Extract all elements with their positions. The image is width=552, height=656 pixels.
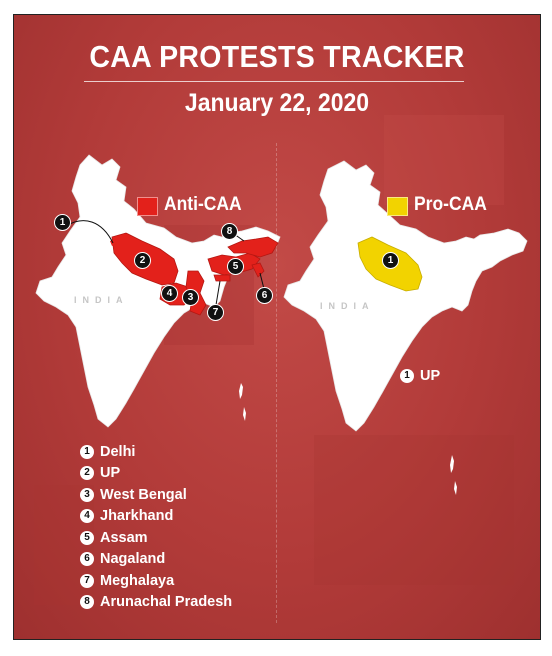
key-item: 8 Arunachal Pradesh xyxy=(80,592,232,614)
andaman-islands-right xyxy=(450,455,454,473)
leader-line-delhi xyxy=(65,220,114,244)
anti-caa-map xyxy=(35,154,281,428)
key-item: 3 West Bengal xyxy=(80,484,232,506)
key-label: Nagaland xyxy=(100,551,166,568)
key-number: 4 xyxy=(80,509,94,524)
leader-line-nagaland xyxy=(259,272,265,290)
key-label: West Bengal xyxy=(100,486,187,503)
infographic-frame: CAA PROTESTS TRACKER January 22, 2020 IN… xyxy=(13,14,541,640)
map-divider xyxy=(276,143,277,623)
pro-caa-note: 1 UP xyxy=(400,368,440,384)
pro-caa-legend-label: Pro-CAA xyxy=(414,194,487,215)
map-marker-west-bengal: 3 xyxy=(182,289,199,306)
anti-caa-legend-swatch xyxy=(137,197,158,216)
page-title: CAA PROTESTS TRACKER xyxy=(89,39,465,74)
map-marker-meghalaya: 7 xyxy=(207,304,224,321)
key-number: 5 xyxy=(80,530,94,545)
pro-caa-legend-swatch xyxy=(387,197,408,216)
india-land-right xyxy=(283,160,528,432)
key-item: 7 Meghalaya xyxy=(80,570,232,592)
meghalaya-region xyxy=(213,274,231,282)
pro-caa-note-number: 1 xyxy=(400,369,414,383)
key-item: 5 Assam xyxy=(80,527,232,549)
key-label: UP xyxy=(100,465,121,482)
anti-caa-legend-label: Anti-CAA xyxy=(164,194,242,215)
pro-caa-note-label: UP xyxy=(420,368,441,384)
anti-caa-key-list: 1 Delhi 2 UP 3 West Bengal 4 Jharkhand 5 Assa… xyxy=(80,441,232,613)
key-label: Meghalaya xyxy=(100,572,175,589)
key-number: 8 xyxy=(80,595,94,610)
key-label: Jharkhand xyxy=(100,508,174,525)
key-number: 6 xyxy=(80,552,94,567)
key-label: Assam xyxy=(100,529,148,546)
andaman-islands-right-2 xyxy=(454,481,457,495)
leader-line-meghalaya xyxy=(215,280,221,306)
india-land-left xyxy=(35,154,281,428)
key-number: 2 xyxy=(80,466,94,481)
key-item: 1 Delhi xyxy=(80,441,232,463)
page-date: January 22, 2020 xyxy=(184,89,370,117)
map-marker-delhi: 1 xyxy=(54,214,71,231)
andaman-islands-left-2 xyxy=(243,407,246,421)
key-number: 1 xyxy=(80,444,94,459)
key-label: Delhi xyxy=(100,443,136,460)
map-marker-assam: 5 xyxy=(227,258,244,275)
key-item: 4 Jharkhand xyxy=(80,506,232,528)
nagaland-region xyxy=(251,262,265,278)
key-number: 7 xyxy=(80,573,94,588)
map-marker-up: 2 xyxy=(134,252,151,269)
map-marker-up-pro: 1 xyxy=(382,252,399,269)
key-number: 3 xyxy=(80,487,94,502)
map-marker-jharkhand: 4 xyxy=(161,285,178,302)
map-marker-arunachal: 8 xyxy=(221,223,238,240)
map-watermark-right: INDIA xyxy=(320,301,375,311)
map-watermark-left: INDIA xyxy=(74,295,129,305)
title-rule xyxy=(84,81,464,82)
map-marker-nagaland: 6 xyxy=(256,287,273,304)
andaman-islands-left xyxy=(239,383,243,399)
key-label: Arunachal Pradesh xyxy=(100,594,233,611)
arunachal-pradesh-region xyxy=(227,236,279,258)
key-item: 2 UP xyxy=(80,463,232,485)
key-item: 6 Nagaland xyxy=(80,549,232,571)
